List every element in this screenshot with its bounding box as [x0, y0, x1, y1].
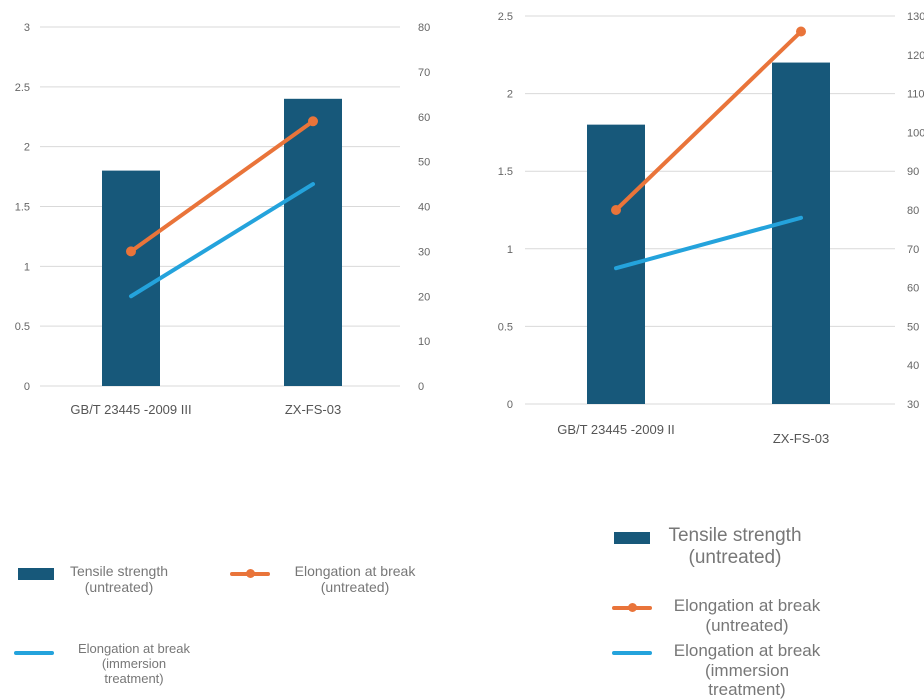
- bar: [102, 170, 160, 386]
- legend-item: Elongation at break (immersion treatment…: [14, 641, 204, 687]
- y2-tick-label: 120: [907, 50, 924, 62]
- y2-tick-label: 80: [907, 205, 919, 217]
- legend-label: Elongation at break (immersion treatment…: [77, 641, 191, 686]
- legend-label: Tensile strength (untreated): [668, 525, 802, 568]
- bar: [772, 62, 830, 405]
- y2-tick-label: 100: [907, 127, 924, 139]
- x-category-label: ZX-FS-03: [285, 402, 341, 417]
- elongation-untreated-line: [129, 119, 315, 254]
- legend-label: Tensile strength (untreated): [69, 563, 169, 596]
- bar: [284, 98, 342, 387]
- y-tick-label: 1: [507, 244, 513, 256]
- y-tick-label: 0.5: [15, 321, 30, 333]
- legend-label: Elongation at break (untreated): [294, 563, 416, 596]
- y2-tick-label: 50: [418, 157, 430, 169]
- y2-tick-label: 90: [907, 166, 919, 178]
- y2-tick-label: 10: [418, 336, 430, 348]
- y2-tick-label: 80: [418, 22, 430, 34]
- elongation-immersion-line: [129, 182, 315, 299]
- y2-tick-label: 70: [418, 67, 430, 79]
- y2-tick-label: 50: [907, 321, 919, 333]
- y2-tick-label: 130: [907, 11, 924, 23]
- y-tick-label: 1.5: [498, 166, 513, 178]
- y-tick-label: 2.5: [498, 11, 513, 23]
- line-point: [308, 116, 318, 127]
- y2-tick-label: 40: [907, 360, 919, 372]
- y2-tick-label: 20: [418, 291, 430, 303]
- y-tick-label: 0: [24, 381, 30, 393]
- line-point: [796, 26, 806, 37]
- y2-tick-label: 30: [418, 246, 430, 258]
- y-tick-label: 3: [24, 22, 30, 34]
- legend-item: Tensile strength (untreated): [614, 525, 810, 569]
- y2-tick-label: 110: [907, 89, 924, 101]
- y2-tick-label: 60: [418, 112, 430, 124]
- line-point: [611, 205, 621, 215]
- x-category-label: GB/T 23445 -2009 II: [557, 422, 675, 437]
- legend-bar-swatch: [614, 531, 650, 544]
- elongation-immersion-line: [614, 215, 803, 271]
- legend-bar-swatch: [18, 567, 54, 580]
- x-category-label: ZX-FS-03: [773, 431, 829, 446]
- y2-tick-label: 60: [907, 283, 919, 295]
- legend-line-marker-swatch: [230, 568, 270, 580]
- legend-item: Elongation at break (immersion treatment…: [612, 641, 832, 700]
- y2-tick-label: 70: [907, 244, 919, 256]
- y-tick-label: 2: [507, 89, 513, 101]
- legend-line-marker-swatch: [612, 602, 652, 614]
- legend-line-swatch: [14, 647, 54, 659]
- elongation-untreated-line: [614, 29, 803, 212]
- y-tick-label: 0: [507, 399, 513, 411]
- x-category-label: GB/T 23445 -2009 III: [70, 402, 191, 417]
- legend-item: Elongation at break (untreated): [230, 563, 430, 595]
- y-tick-label: 2: [24, 142, 30, 154]
- y-tick-label: 1.5: [15, 202, 30, 214]
- y-tick-label: 0.5: [498, 321, 513, 333]
- y2-tick-label: 40: [418, 202, 430, 214]
- line-point: [126, 246, 136, 257]
- y2-tick-label: 0: [418, 381, 424, 393]
- legend-line-swatch: [612, 647, 652, 659]
- legend-label: Elongation at break (untreated): [673, 596, 821, 635]
- legend-label: Elongation at break (immersion treatment…: [673, 641, 821, 700]
- legend-item: Tensile strength (untreated): [18, 563, 174, 595]
- chart-2: 0 0.5 1 1.5 2 2.5 30 40 50 60 70 80 90 100 110 120 130 GB…: [498, 11, 924, 446]
- y2-tick-label: 30: [907, 399, 919, 411]
- y-tick-label: 2.5: [15, 82, 30, 94]
- legend-item: Elongation at break (untreated): [612, 596, 832, 635]
- y-tick-label: 1: [24, 261, 30, 273]
